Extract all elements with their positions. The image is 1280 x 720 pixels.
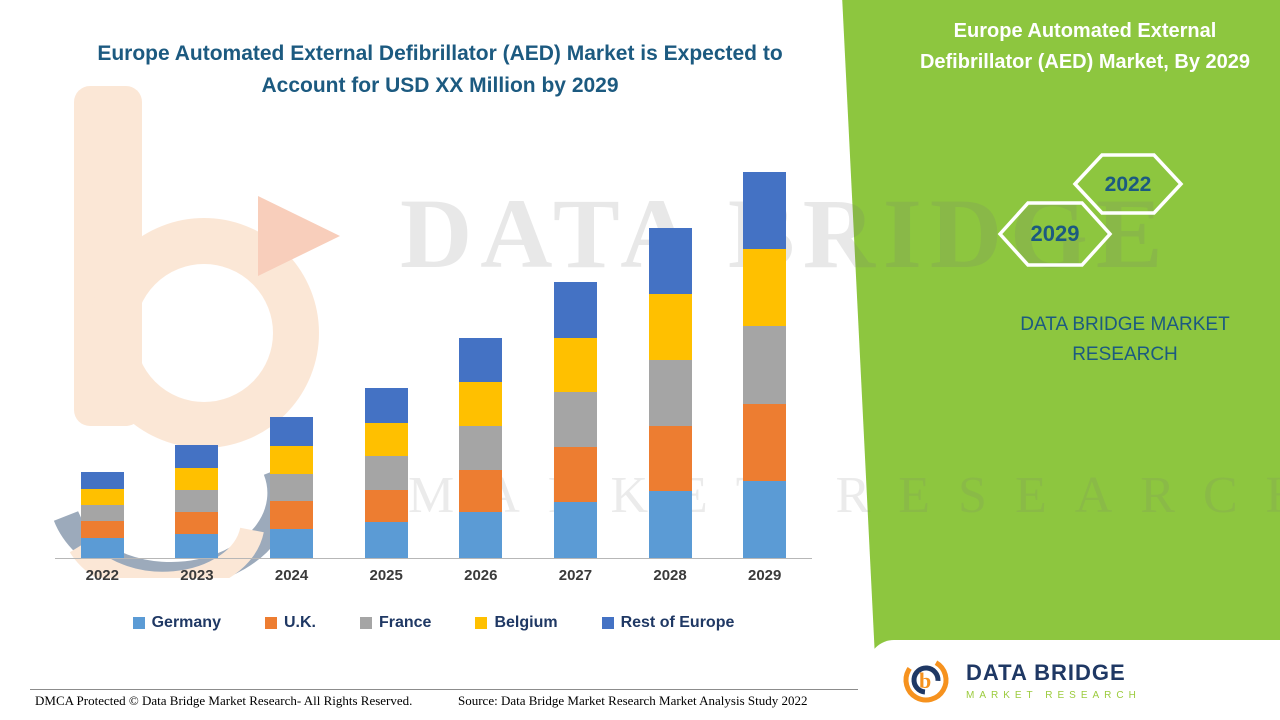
- legend-label: France: [378, 614, 432, 631]
- legend-item-france: France: [359, 614, 432, 632]
- bar-segment-u-k-: [270, 501, 314, 529]
- bar-segment-germany: [459, 512, 503, 558]
- chart-title: Europe Automated External Defibrillator …: [97, 42, 783, 97]
- hexagon-2022: 2022: [1072, 153, 1184, 215]
- bar-segment-belgium: [80, 488, 124, 506]
- legend-label: Germany: [151, 614, 221, 631]
- brand-logo-subtitle: MARKET RESEARCH: [966, 689, 1141, 701]
- legend-item-germany: Germany: [132, 614, 221, 632]
- bar-2022: [80, 471, 124, 558]
- legend-swatch: [359, 617, 372, 629]
- bar-segment-belgium: [459, 382, 503, 426]
- bar-segment-belgium: [743, 249, 787, 327]
- bar-2023: [175, 445, 219, 558]
- bar-segment-u-k-: [175, 512, 219, 534]
- side-panel-title: Europe Automated External Defibrillator …: [919, 20, 1251, 73]
- x-axis-label-2028: 2028: [653, 567, 687, 584]
- bar-2027: [553, 281, 597, 558]
- bar-segment-rest-of-europe: [270, 416, 314, 447]
- dmca-notice: DMCA Protected © Data Bridge Market Rese…: [35, 693, 413, 708]
- x-axis-label-2026: 2026: [464, 567, 498, 584]
- bar-segment-france: [270, 473, 314, 502]
- watermark-sub-text: MARKET RESEARCH: [408, 467, 1280, 524]
- brand-logo-text: DATA BRIDGE MARKET RESEARCH: [966, 660, 1141, 701]
- x-axis-label-2029: 2029: [748, 567, 782, 584]
- bar-segment-u-k-: [648, 425, 692, 491]
- svg-text:b: b: [919, 668, 931, 693]
- bar-segment-germany: [553, 502, 597, 558]
- x-axis-label-2023: 2023: [180, 567, 214, 584]
- bar-segment-rest-of-europe: [459, 337, 503, 383]
- bar-segment-rest-of-europe: [364, 388, 408, 423]
- bar-segment-france: [80, 505, 124, 522]
- bar-2026: [459, 337, 503, 558]
- legend-swatch: [264, 617, 277, 629]
- bar-segment-france: [364, 456, 408, 490]
- legend-label: Rest of Europe: [620, 614, 735, 631]
- x-axis-label-2024: 2024: [274, 567, 309, 584]
- bar-segment-u-k-: [743, 403, 787, 481]
- bar-segment-rest-of-europe: [648, 227, 692, 294]
- bar-segment-germany: [364, 522, 408, 558]
- hexagon-2029: 2029: [997, 201, 1113, 267]
- bar-2029: [743, 172, 787, 558]
- stacked-bar-chart: 2022 2023 2024 2025 2026 2027 2028 2029: [55, 170, 812, 584]
- bar-segment-u-k-: [364, 489, 408, 523]
- bar-segment-u-k-: [553, 447, 597, 503]
- x-axis-label-2022: 2022: [85, 567, 119, 584]
- bar-segment-belgium: [175, 467, 219, 490]
- legend-item-u-k-: U.K.: [264, 614, 316, 632]
- source-note: Source: Data Bridge Market Research Mark…: [458, 693, 808, 708]
- side-panel-brand-text: DATA BRIDGE MARKET RESEARCH: [1020, 314, 1230, 366]
- bar-segment-rest-of-europe: [80, 471, 124, 489]
- brand-logo-icon: b: [903, 657, 949, 703]
- bar-segment-rest-of-europe: [743, 172, 787, 250]
- bar-segment-u-k-: [459, 469, 503, 513]
- legend-label: Belgium: [494, 614, 558, 631]
- legend: Germany U.K. France Belgium Rest of Europe: [55, 614, 812, 632]
- bar-segment-germany: [743, 480, 787, 558]
- bar-2024: [270, 416, 314, 558]
- brand-logo-box: b DATA BRIDGE MARKET RESEARCH: [868, 640, 1280, 720]
- bar-segment-germany: [648, 490, 692, 558]
- x-axis-label-2027: 2027: [558, 567, 593, 584]
- bar-segment-germany: [175, 533, 219, 558]
- bar-segment-france: [175, 489, 219, 513]
- bar-segment-france: [553, 392, 597, 448]
- bar-segment-france: [743, 326, 787, 404]
- legend-item-rest-of-europe: Rest of Europe: [601, 614, 735, 632]
- hexagon-2029-label: 2029: [1031, 221, 1080, 246]
- bar-segment-rest-of-europe: [553, 281, 597, 338]
- bar-segment-rest-of-europe: [175, 445, 219, 468]
- bar-segment-france: [459, 425, 503, 470]
- legend-swatch: [475, 617, 488, 629]
- bar-segment-u-k-: [80, 521, 124, 538]
- bar-segment-france: [648, 359, 692, 426]
- bar-2028: [648, 227, 692, 558]
- bar-segment-belgium: [553, 337, 597, 393]
- bar-segment-germany: [80, 537, 124, 558]
- legend-label: U.K.: [283, 614, 316, 631]
- legend-item-belgium: Belgium: [475, 614, 558, 632]
- bar-segment-germany: [270, 528, 314, 558]
- bar-segment-belgium: [270, 446, 314, 474]
- bar-segment-belgium: [364, 422, 408, 457]
- brand-logo-name: DATA BRIDGE: [966, 659, 1126, 685]
- hexagon-2022-label: 2022: [1105, 173, 1152, 196]
- legend-swatch: [132, 617, 145, 629]
- bar-segment-belgium: [648, 293, 692, 360]
- legend-swatch: [601, 617, 614, 629]
- bar-2025: [364, 388, 408, 558]
- x-axis-labels: 2022 2023 2024 2025 2026 2027 2028 2029: [55, 567, 812, 584]
- x-axis-label-2025: 2025: [369, 567, 403, 584]
- plot-area: [55, 170, 812, 559]
- footer-divider: [30, 689, 858, 690]
